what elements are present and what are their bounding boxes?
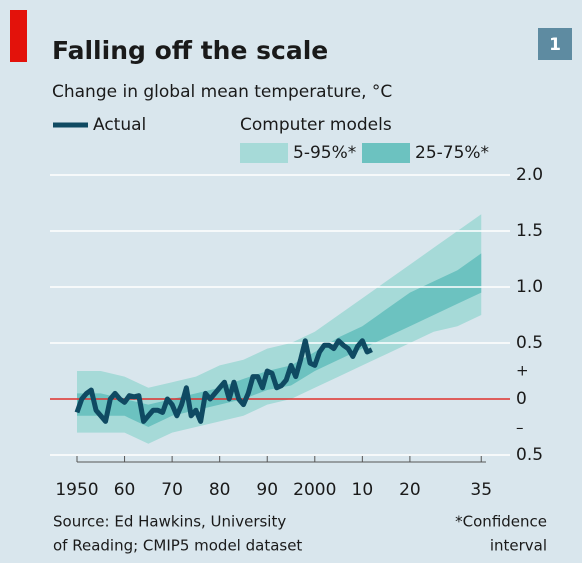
x-tick-label: 1950 bbox=[55, 480, 98, 500]
legend-heading: Computer models bbox=[240, 115, 392, 135]
badge-label: 1 bbox=[549, 35, 561, 55]
sign-label: – bbox=[516, 419, 524, 437]
subtitle: Change in global mean temperature, °C bbox=[52, 82, 392, 102]
x-tick-label: 60 bbox=[114, 480, 136, 500]
model-band bbox=[77, 214, 482, 444]
x-tick-label: 70 bbox=[161, 480, 183, 500]
sign-label: + bbox=[516, 362, 529, 380]
legend-label: 25-75%* bbox=[415, 143, 489, 163]
actual-line bbox=[74, 338, 373, 424]
y-tick-label: 2.0 bbox=[516, 165, 543, 185]
source: of Reading; CMIP5 model dataset bbox=[53, 537, 302, 555]
legend-label: 5-95%* bbox=[293, 143, 356, 163]
x-tick-label: 80 bbox=[209, 480, 231, 500]
y-tick-label: 0 bbox=[516, 389, 527, 409]
x-tick-label: 20 bbox=[399, 480, 421, 500]
y-tick-label: 0.5 bbox=[516, 445, 543, 465]
x-tick-label: 2000 bbox=[293, 480, 336, 500]
badge bbox=[538, 28, 572, 60]
legend-swatch bbox=[362, 143, 410, 163]
y-tick-label: 1.5 bbox=[516, 221, 543, 241]
note: interval bbox=[490, 537, 547, 555]
legend-swatch bbox=[240, 143, 288, 163]
x-tick-label: 35 bbox=[470, 480, 492, 500]
x-tick-label: 10 bbox=[352, 480, 374, 500]
model-band bbox=[77, 253, 482, 427]
x-tick-label: 90 bbox=[256, 480, 278, 500]
red-tag bbox=[10, 10, 27, 62]
y-tick-label: 0.5 bbox=[516, 333, 543, 353]
note: *Confidence bbox=[455, 513, 547, 531]
chart-title: Falling off the scale bbox=[52, 36, 328, 65]
legend-label: Actual bbox=[93, 115, 146, 135]
y-tick-label: 1.0 bbox=[516, 277, 543, 297]
source: Source: Ed Hawkins, University bbox=[53, 513, 286, 531]
